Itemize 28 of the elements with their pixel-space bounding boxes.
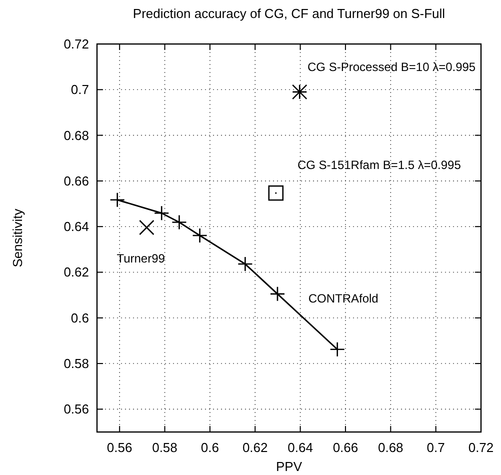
y-tick-label: 0.66 [64, 173, 89, 188]
y-tick-label: 0.6 [70, 310, 89, 326]
series-label: Turner99 [116, 252, 166, 266]
x-tick-label: 0.56 [106, 440, 132, 455]
y-axis-title: Sensitivity [10, 208, 25, 268]
x-tick-label: 0.72 [468, 440, 494, 455]
point [292, 84, 308, 100]
point [268, 185, 284, 201]
y-tick-label: 0.72 [64, 36, 89, 52]
y-tick-label: 0.7 [70, 82, 89, 98]
y-tick-label: 0.62 [64, 264, 89, 280]
series-label: CG S-151Rfam B=1.5 λ=0.995 [297, 158, 462, 172]
x-tick-label: 0.62 [242, 440, 268, 455]
legend-label: CG S-Processed B=10 λ=0.995 [308, 60, 476, 74]
x-tick-label: 0.64 [288, 440, 313, 455]
x-axis-title: PPV [276, 459, 302, 474]
series-label: CONTRAfold [308, 291, 378, 306]
y-tick-label: 0.58 [64, 356, 89, 372]
point [139, 220, 154, 236]
y-tick-label: 0.64 [64, 219, 89, 234]
x-tick-label: 0.6 [200, 440, 219, 455]
x-tick-label: 0.7 [426, 440, 445, 455]
x-tick-label: 0.66 [332, 440, 358, 455]
x-tick-label: 0.68 [378, 440, 404, 455]
y-tick-label: 0.68 [64, 128, 89, 143]
x-tick-label: 0.58 [152, 440, 178, 455]
y-tick-label: 0.56 [64, 402, 89, 417]
chart-title: Prediction accuracy of CG, CF and Turner99 on S-Full [132, 6, 446, 21]
